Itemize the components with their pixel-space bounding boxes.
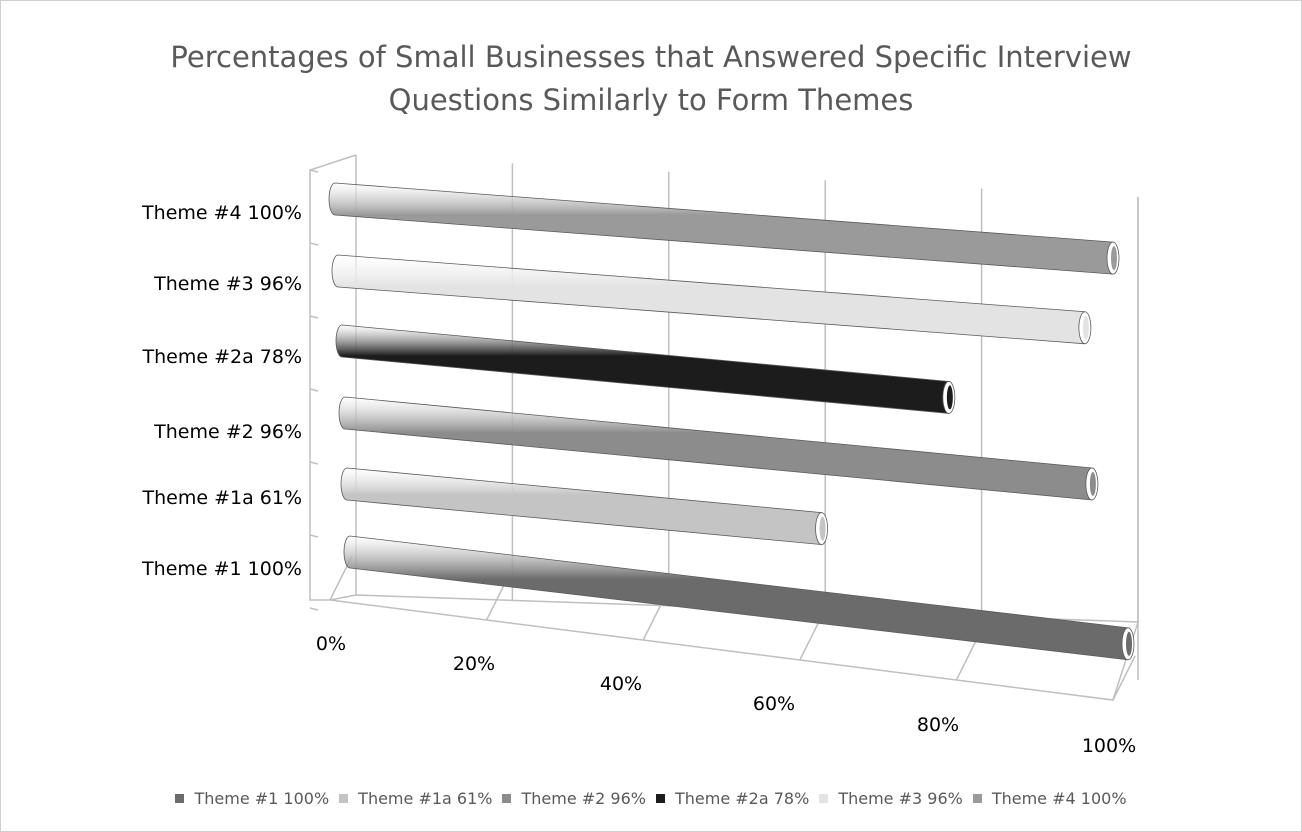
floor-gridline-4 bbox=[955, 635, 980, 681]
legend-swatch-4 bbox=[819, 794, 829, 803]
legend-item-1: Theme #1a 61% bbox=[339, 789, 492, 808]
bar-body-1 bbox=[340, 467, 822, 546]
x-tick-label-1: 20% bbox=[453, 653, 495, 675]
bar-5 bbox=[328, 182, 1120, 275]
legend-item-5: Theme #4 100% bbox=[972, 789, 1127, 808]
bar-body-4 bbox=[331, 254, 1086, 345]
legend-label-3: Theme #2a 78% bbox=[675, 789, 810, 808]
legend-item-0: Theme #1 100% bbox=[175, 789, 329, 808]
legend-swatch-0 bbox=[175, 794, 185, 803]
legend: Theme #1 100% Theme #1a 61% Theme #2 96% Th… bbox=[0, 789, 1302, 808]
legend-swatch-5 bbox=[972, 794, 982, 803]
bar-body-0 bbox=[343, 535, 1129, 661]
bar-cap-inner-5 bbox=[1111, 246, 1117, 271]
legend-label-2: Theme #2 96% bbox=[521, 789, 646, 808]
legend-swatch-2 bbox=[502, 794, 512, 803]
bar-cap-inner-4 bbox=[1082, 315, 1089, 340]
y-tick-0 bbox=[309, 169, 319, 173]
bars bbox=[328, 182, 1135, 661]
x-tick-label-5: 100% bbox=[1082, 735, 1136, 757]
y-tick-5 bbox=[309, 534, 319, 538]
chart-title-line-1: Percentages of Small Businesses that Ans… bbox=[170, 40, 1131, 74]
category-label-4: Theme #3 96% bbox=[153, 273, 302, 295]
bar-1 bbox=[340, 467, 828, 546]
left-wall bbox=[309, 154, 357, 601]
chart-title-line-2: Questions Similarly to Form Themes bbox=[389, 83, 914, 117]
legend-swatch-3 bbox=[656, 794, 665, 803]
category-label-1: Theme #1a 61% bbox=[142, 487, 303, 509]
legend-item-4: Theme #3 96% bbox=[819, 789, 963, 808]
legend-item-2: Theme #2 96% bbox=[502, 789, 646, 808]
y-tick-3 bbox=[309, 388, 319, 392]
bar-body-2 bbox=[338, 396, 1093, 501]
bar-0 bbox=[343, 535, 1135, 661]
legend-label-0: Theme #1 100% bbox=[194, 789, 330, 808]
bar-cap-inner-2 bbox=[1089, 471, 1096, 496]
bar-body-3 bbox=[335, 324, 950, 414]
x-tick-label-4: 80% bbox=[917, 714, 959, 736]
legend-swatch-1 bbox=[339, 794, 349, 803]
y-tick-4 bbox=[309, 461, 319, 465]
category-label-5: Theme #4 100% bbox=[141, 202, 302, 224]
floor-gridline-5 bbox=[1112, 655, 1136, 701]
bar-cap-inner-0 bbox=[1126, 631, 1132, 656]
y-tick-6 bbox=[309, 607, 319, 611]
bar-2 bbox=[338, 396, 1099, 501]
category-label-0: Theme #1 100% bbox=[141, 558, 302, 580]
category-label-3: Theme #2a 78% bbox=[142, 346, 303, 368]
bar-cap-inner-3 bbox=[946, 385, 953, 410]
y-tick-1 bbox=[309, 242, 319, 246]
x-tick-label-2: 40% bbox=[600, 673, 642, 695]
category-label-2: Theme #2 96% bbox=[153, 421, 302, 443]
bar-body-5 bbox=[328, 182, 1114, 275]
legend-label-4: Theme #3 96% bbox=[838, 789, 963, 808]
x-tick-labels: 0% 20% 40% 60% 80% 100% bbox=[316, 633, 1136, 757]
bar-cap-inner-1 bbox=[819, 516, 826, 541]
x-tick-label-3: 60% bbox=[753, 693, 795, 715]
category-labels: Theme #1 100% Theme #1a 61% Theme #2 96% Th… bbox=[141, 202, 302, 580]
x-tick-label-0: 0% bbox=[316, 633, 346, 655]
bar-4 bbox=[331, 254, 1092, 345]
y-tick-2 bbox=[309, 315, 319, 319]
legend-label-1: Theme #1a 61% bbox=[358, 789, 493, 808]
chart-title: Percentages of Small Businesses that Ans… bbox=[170, 40, 1131, 117]
legend-label-5: Theme #4 100% bbox=[991, 789, 1127, 808]
legend-item-3: Theme #2a 78% bbox=[656, 789, 809, 808]
bar-3 bbox=[335, 324, 956, 414]
